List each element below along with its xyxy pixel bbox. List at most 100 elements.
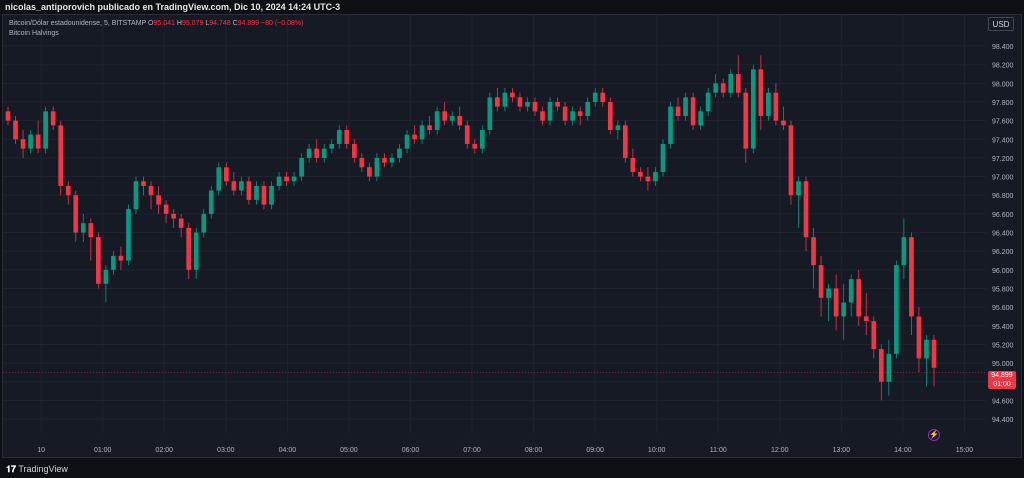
candle-body (65, 185, 71, 196)
candle (781, 106, 786, 130)
candle-body (833, 288, 839, 317)
candle-body (811, 237, 816, 266)
candle (607, 97, 613, 135)
y-tick-label: 98.000 (992, 81, 1014, 88)
close-label: C (232, 20, 238, 27)
x-tick-label: 10:00 (648, 447, 666, 454)
candle-body (80, 223, 86, 233)
candle-body (607, 101, 613, 130)
candle-body (472, 143, 478, 149)
candle (615, 120, 621, 140)
candle (111, 251, 116, 275)
candle (803, 176, 809, 252)
candle-body (359, 157, 365, 168)
candle-body (111, 255, 116, 270)
candle (103, 265, 109, 303)
x-tick-label: 14:00 (894, 447, 912, 454)
candle-body (35, 134, 41, 149)
candle (306, 143, 312, 163)
candle-body (856, 279, 862, 317)
candle-body (141, 181, 146, 186)
x-tick-label: 12:00 (771, 447, 789, 454)
candle (13, 115, 18, 144)
close-value: 94.899 (237, 20, 260, 27)
candle (645, 167, 651, 191)
candle-body (269, 185, 274, 205)
candle (510, 88, 515, 102)
candle (382, 153, 387, 168)
candle-body (201, 213, 207, 233)
candle-body (878, 349, 884, 382)
candle (532, 97, 538, 116)
candle (743, 88, 749, 163)
candle-body (909, 237, 914, 317)
candle-body (449, 115, 455, 121)
currency-button[interactable]: USD (988, 17, 1014, 31)
candle (148, 181, 154, 210)
candle-body (487, 97, 493, 130)
candle (585, 97, 591, 121)
candle (931, 335, 937, 387)
candle (871, 316, 877, 359)
candle-body (299, 157, 304, 177)
candle-body (555, 101, 560, 107)
candle (118, 246, 124, 270)
chart-frame[interactable] (2, 14, 1022, 458)
candle-body (525, 101, 530, 107)
candle (178, 213, 184, 238)
candle (577, 106, 583, 126)
candle (156, 185, 161, 214)
candle (208, 185, 214, 219)
candle (472, 139, 478, 154)
candle (705, 88, 711, 116)
candle (668, 101, 673, 149)
candle (5, 106, 11, 126)
candle-body (389, 157, 395, 163)
y-tick-label: 95.800 (992, 286, 1014, 293)
candle (246, 176, 252, 205)
candle (314, 139, 320, 163)
candle (495, 88, 500, 112)
y-tick-label: 97.000 (992, 175, 1014, 182)
y-tick-label: 98.400 (992, 44, 1014, 51)
candle-body (660, 143, 666, 172)
candle (833, 274, 839, 331)
candle-body (690, 97, 696, 126)
y-tick-label: 96.000 (992, 268, 1014, 275)
candle-body (540, 111, 545, 121)
candle-body (894, 265, 899, 354)
candle-body (419, 125, 425, 140)
candle (28, 129, 33, 154)
candle (487, 92, 493, 135)
low-value: 94.748 (209, 20, 231, 27)
candle (638, 167, 643, 182)
candle-body (562, 106, 568, 121)
candle (547, 97, 553, 126)
candle (848, 274, 854, 317)
candle-body (495, 97, 500, 107)
last-price-tag: 94.899 01:00 (988, 371, 1016, 389)
candle-body (239, 181, 244, 191)
candle (592, 88, 598, 107)
candle (216, 162, 222, 196)
candle (231, 171, 237, 196)
candle (698, 106, 703, 130)
candle-body (502, 92, 508, 107)
candle-body (412, 134, 417, 140)
high-value: 95.079 (181, 20, 204, 27)
tradingview-logo[interactable]: 𝟏𝟕 TradingView (6, 464, 68, 475)
candle-body (803, 181, 809, 238)
candle (434, 106, 440, 135)
y-tick-label: 98.200 (992, 63, 1014, 70)
candle (886, 339, 892, 396)
candle-body (517, 97, 523, 107)
indicator-name[interactable]: Bitcoin Halvings (9, 30, 59, 37)
candle (841, 283, 846, 340)
candle (788, 120, 794, 205)
lightning-icon[interactable]: ⚡ (928, 429, 940, 441)
candle-body (13, 120, 18, 140)
candle (750, 64, 756, 154)
candle (796, 176, 801, 228)
candle-body (291, 176, 297, 182)
